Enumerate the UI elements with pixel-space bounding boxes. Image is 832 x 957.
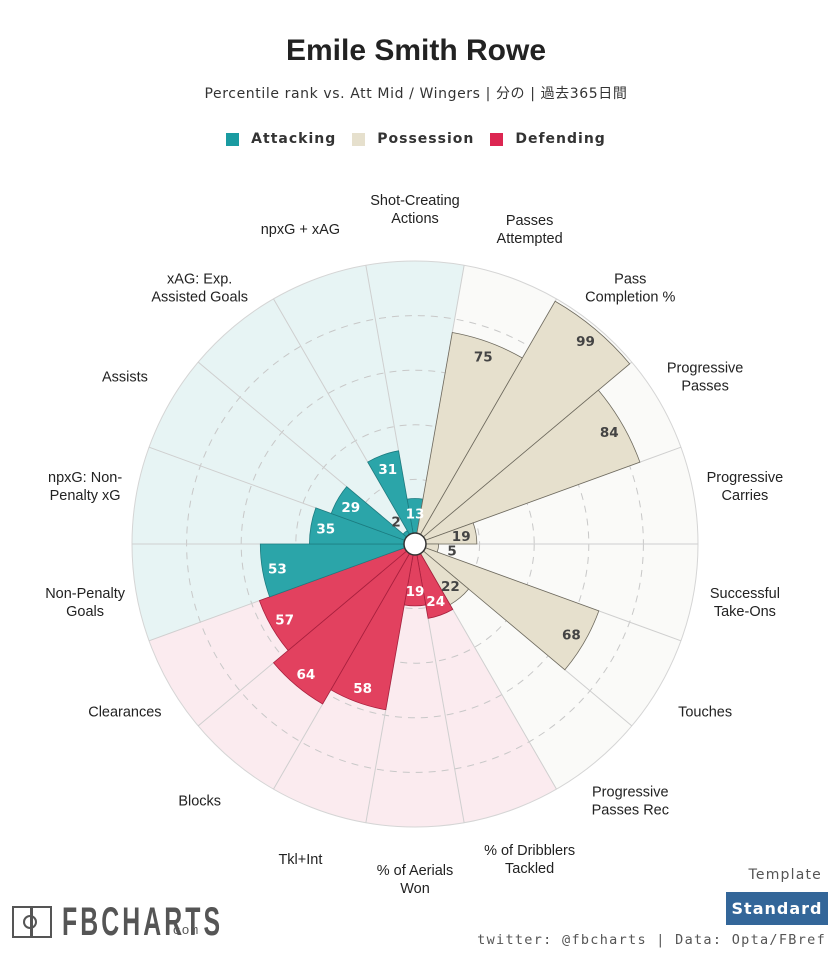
bar-touches bbox=[414, 543, 600, 671]
bg-wedge-of-aerials-won bbox=[365, 544, 465, 827]
category-label-blocks: Blocks bbox=[178, 794, 221, 810]
bg-wedge-progressive-passes-rec bbox=[415, 544, 632, 790]
bar-clearances bbox=[258, 543, 416, 652]
value-label-tkl-int: 58 bbox=[353, 681, 372, 697]
value-label-progressive-passes-rec: 22 bbox=[441, 579, 460, 595]
value-label-of-dribblers-tackled: 24 bbox=[426, 594, 445, 610]
value-label-of-aerials-won: 19 bbox=[406, 584, 425, 600]
bg-wedge-xag-exp-assisted-goals bbox=[198, 298, 415, 544]
legend-swatch-defending bbox=[490, 132, 504, 146]
category-label-of-aerials-won: % of Aerials Won bbox=[377, 863, 454, 897]
value-label-progressive-carries: 19 bbox=[452, 529, 471, 545]
logo-text: FBCHARTS bbox=[62, 900, 224, 944]
value-label-shot-creating-actions: 13 bbox=[406, 507, 425, 523]
logo-suffix: .com bbox=[164, 923, 200, 938]
bar-progressive-carries bbox=[414, 522, 478, 545]
category-label-passes-attempted: Passes Attempted bbox=[497, 213, 563, 247]
chart-subtitle: Percentile rank vs. Att Mid / Wingers | … bbox=[204, 86, 628, 102]
bar-npxg-xag bbox=[367, 450, 416, 545]
legend-item-possession: Possession bbox=[352, 131, 474, 147]
bar-blocks bbox=[272, 543, 416, 705]
bar-progressive-passes bbox=[414, 389, 641, 545]
data-credit: twitter: @fbcharts | Data: Opta/FBref bbox=[477, 932, 826, 948]
value-label-npxg-xag: 31 bbox=[378, 462, 397, 478]
fbcharts-logo: FBCHARTS .com bbox=[12, 900, 224, 944]
legend-item-defending: Defending bbox=[490, 131, 605, 147]
category-label-assists: Assists bbox=[102, 370, 148, 386]
category-label-successful-take-ons: Successful Take-Ons bbox=[710, 586, 780, 620]
category-label-pass-completion: Pass Completion % bbox=[585, 271, 675, 305]
legend-label-attacking: Attacking bbox=[251, 131, 337, 147]
value-label-non-penalty-goals: 53 bbox=[268, 561, 287, 577]
value-label-pass-completion: 99 bbox=[576, 334, 595, 350]
category-label-npxg-xag: npxG + xAG bbox=[261, 222, 340, 238]
value-label-npxg-non-penalty-xg: 35 bbox=[316, 521, 335, 537]
bg-wedge-progressive-carries bbox=[415, 447, 698, 544]
chart-center-dot bbox=[403, 532, 427, 556]
legend-label-possession: Possession bbox=[377, 131, 475, 147]
legend: Attacking Possession Defending bbox=[0, 131, 832, 147]
legend-swatch-possession bbox=[352, 132, 366, 146]
legend-item-attacking: Attacking bbox=[226, 131, 336, 147]
category-label-shot-creating-actions: Shot-Creating Actions bbox=[370, 193, 459, 227]
category-label-touches: Touches bbox=[678, 705, 732, 721]
bg-wedge-shot-creating-actions bbox=[365, 261, 465, 544]
bar-of-dribblers-tackled bbox=[414, 543, 454, 619]
value-label-blocks: 64 bbox=[297, 667, 316, 683]
bar-npxg-non-penalty-xg bbox=[309, 507, 416, 545]
template-standard-button[interactable]: Standard bbox=[726, 892, 828, 925]
value-label-passes-attempted: 75 bbox=[474, 349, 493, 365]
category-label-clearances: Clearances bbox=[88, 705, 161, 721]
category-label-tkl-int: Tkl+Int bbox=[278, 852, 322, 868]
value-label-clearances: 57 bbox=[275, 612, 294, 628]
category-label-progressive-carries: Progressive Carries bbox=[707, 470, 784, 504]
pitch-icon bbox=[12, 906, 52, 938]
category-label-xag-exp-assisted-goals: xAG: Exp. Assisted Goals bbox=[151, 271, 248, 305]
bg-wedge-successful-take-ons bbox=[415, 544, 698, 641]
legend-label-defending: Defending bbox=[515, 131, 606, 147]
value-label-assists: 29 bbox=[341, 500, 360, 516]
chart-title: Emile Smith Rowe bbox=[285, 34, 547, 67]
value-label-xag-exp-assisted-goals: 2 bbox=[391, 514, 400, 530]
value-label-successful-take-ons: 5 bbox=[447, 544, 456, 560]
category-label-progressive-passes-rec: Progressive Passes Rec bbox=[592, 785, 669, 819]
chart-bars bbox=[258, 300, 641, 711]
template-label: Template bbox=[748, 867, 822, 883]
category-label-of-dribblers-tackled: % of Dribblers Tackled bbox=[484, 843, 575, 877]
value-label-touches: 68 bbox=[562, 627, 581, 643]
bar-pass-completion bbox=[414, 300, 631, 545]
bg-wedge-of-dribblers-tackled bbox=[415, 544, 557, 823]
legend-swatch-attacking bbox=[226, 132, 240, 146]
category-label-progressive-passes: Progressive Passes bbox=[667, 361, 744, 395]
category-label-non-penalty-goals: Non-Penalty Goals bbox=[45, 586, 126, 620]
bar-assists bbox=[330, 486, 416, 545]
category-label-npxg-non-penalty-xg: npxG: Non-Penalty xG bbox=[48, 470, 122, 504]
bar-non-penalty-goals bbox=[259, 543, 416, 598]
chart-category-labels: Shot-Creating Actions Passes Attempted Pass C… bbox=[45, 193, 783, 897]
value-label-progressive-passes: 84 bbox=[600, 425, 619, 441]
